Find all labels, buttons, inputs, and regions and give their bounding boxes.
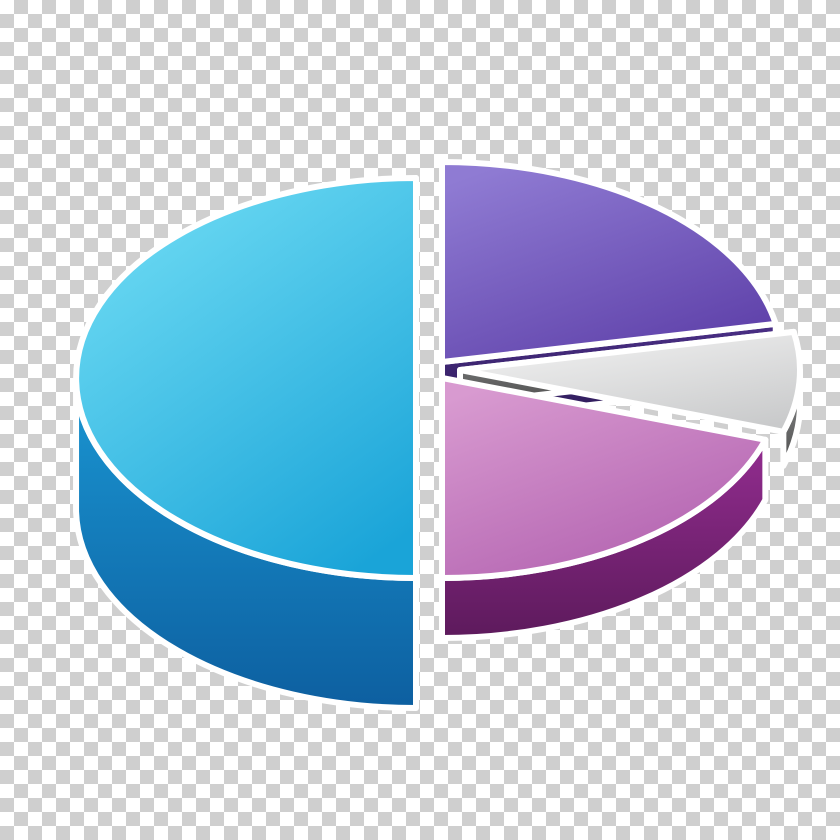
pie-slice-blue bbox=[76, 178, 416, 708]
pie-3d-chart bbox=[0, 0, 840, 840]
pie-slice-purple-top bbox=[442, 162, 776, 362]
